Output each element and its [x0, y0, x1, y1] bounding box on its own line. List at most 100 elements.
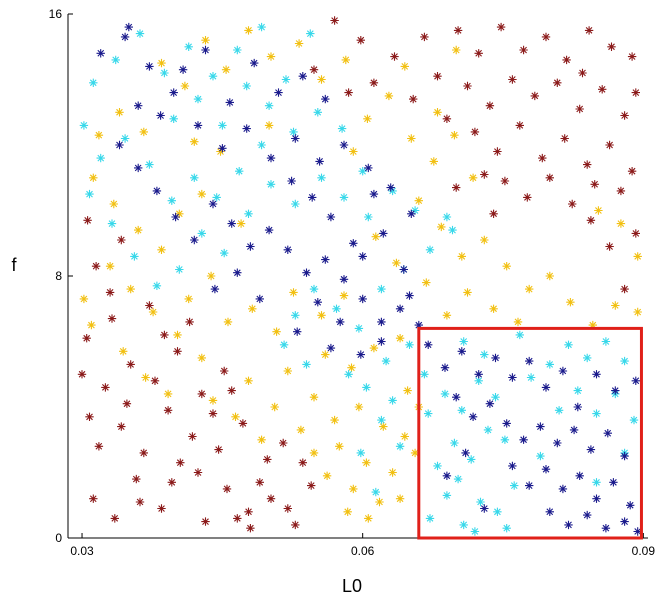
scatter-point [620, 284, 629, 294]
scatter-point [616, 186, 626, 196]
ticks-layer: 0.03 0.06 0.09 0 8 16 [49, 7, 656, 558]
scatter-point [107, 219, 117, 228]
scatter-point [526, 373, 536, 382]
scatter-point [321, 255, 330, 264]
scatter-point [545, 507, 554, 516]
highlight-box [417, 326, 643, 540]
scatter-point [289, 127, 298, 137]
scatter-point [117, 235, 126, 245]
scatter-point [343, 507, 352, 516]
scatter-point [601, 524, 611, 533]
scatter-point [410, 206, 420, 215]
scatter-point [201, 517, 210, 526]
scatter-point [126, 284, 135, 294]
scatter-point [627, 167, 637, 176]
scatter-point [424, 340, 433, 349]
scatter-point [291, 520, 300, 530]
scatter-point [459, 520, 468, 530]
scatter-point [246, 524, 255, 533]
scatter-point [592, 409, 601, 418]
scatter-point [79, 294, 89, 304]
scatter-point [611, 301, 620, 310]
scatter-point [598, 85, 607, 94]
scatter-point [293, 327, 302, 336]
scatter-point [227, 219, 236, 228]
scatter-point [169, 88, 178, 97]
scatter-point [197, 353, 206, 363]
scatter-point [134, 163, 143, 173]
scatter-point [266, 494, 276, 503]
scatter-point [560, 134, 569, 143]
scatter-point [175, 265, 184, 274]
scatter-point [452, 45, 461, 55]
scatter-point [358, 252, 367, 261]
scatter-point [152, 281, 162, 290]
scatter-point [157, 245, 166, 254]
scatter-point [489, 209, 498, 218]
scatter-point [395, 494, 405, 503]
scatter-point [363, 114, 372, 123]
scatter-point [356, 36, 365, 45]
scatter-point [452, 183, 461, 192]
scatter-point [266, 153, 276, 163]
scatter-point [442, 114, 452, 123]
scatter-point [298, 458, 307, 467]
scatter-point [89, 78, 98, 87]
scatter-point [83, 216, 92, 225]
scatter-point [171, 212, 180, 222]
scatter-point [545, 360, 554, 369]
scatter-point [588, 320, 597, 330]
scatter-point [358, 294, 367, 304]
scatter-point [564, 340, 573, 349]
scatter-point [236, 219, 246, 228]
scatter-point [424, 409, 433, 418]
scatter-point [422, 278, 431, 287]
scatter-point [457, 347, 466, 356]
scatter-point [279, 340, 289, 349]
scatter-point [388, 396, 397, 405]
scatter-point [493, 507, 502, 516]
scatter-point [388, 186, 397, 196]
scatter-point [208, 396, 218, 405]
x-tick-label: 0.06 [351, 544, 375, 558]
scatter-point [321, 350, 330, 359]
scatter-point [279, 438, 288, 448]
scatter-point [611, 386, 620, 395]
scatter-point [590, 180, 599, 189]
scatter-point [89, 173, 98, 182]
scatter-point [317, 173, 326, 182]
scatter-point [474, 376, 483, 385]
scatter-point [480, 350, 489, 359]
scatter-point [433, 461, 442, 471]
scatter-point [500, 176, 510, 186]
scatter-point [468, 412, 478, 421]
scatter-point [167, 196, 176, 205]
scatter-point [197, 389, 206, 399]
scatter-point [248, 304, 257, 313]
scatter-point [266, 52, 276, 61]
scatter-point [467, 455, 476, 464]
scatter-point [485, 399, 495, 408]
scatter-point [281, 75, 291, 84]
scatter-point [362, 383, 371, 392]
scatter-point [607, 42, 616, 51]
scatter-point [578, 68, 587, 78]
scatter-point [111, 55, 120, 65]
scatter-point [371, 487, 380, 497]
scatter-point [317, 75, 326, 84]
scatter-point [569, 425, 579, 435]
scatter-point [330, 16, 339, 25]
scatter-point [603, 429, 612, 438]
scatter-point [212, 193, 221, 202]
scatter-point [193, 121, 203, 130]
scatter-point [400, 62, 409, 71]
scatter-point [238, 419, 248, 428]
scatter-point [336, 317, 345, 327]
scatter-point [291, 134, 300, 143]
scatter-point [410, 448, 420, 458]
scatter-point [326, 343, 336, 353]
scatter-point [139, 448, 148, 458]
scatter-point [568, 199, 577, 209]
scatter-point [309, 393, 319, 402]
